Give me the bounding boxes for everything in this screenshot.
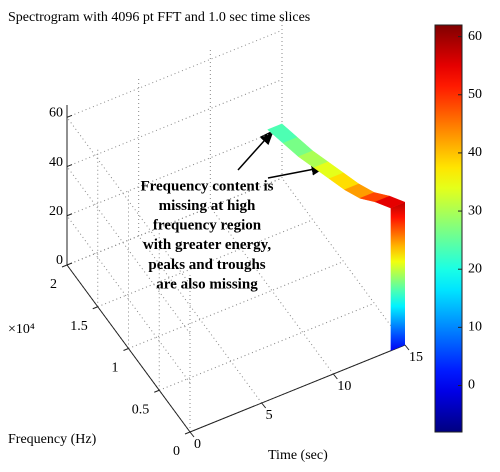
colorbar-tick-label: 20 xyxy=(468,261,482,276)
x-axis-label: Time (sec) xyxy=(268,448,328,463)
x-tick xyxy=(261,402,267,409)
x-tick xyxy=(332,373,338,380)
grid-line xyxy=(66,215,191,384)
y-axis-multiplier: ×10⁴ xyxy=(8,322,35,337)
grid-line xyxy=(66,166,191,334)
z-tick-label: 60 xyxy=(49,106,63,121)
grid-line xyxy=(66,79,283,168)
grid-line xyxy=(138,235,263,404)
y-axis-label: Frequency (Hz) xyxy=(8,432,97,447)
surface-wall xyxy=(390,202,405,351)
y-tick-label: 1 xyxy=(112,361,119,376)
colorbar-tick-label: 0 xyxy=(468,378,475,393)
chart-title: Spectrogram with 4096 pt FFT and 1.0 sec… xyxy=(8,10,310,25)
x-tick-label: 5 xyxy=(266,408,273,423)
z-tick-label: 20 xyxy=(49,204,63,219)
z-tick-label: 40 xyxy=(49,155,63,170)
annotation: are also missing xyxy=(156,276,258,292)
z-tick-label: 0 xyxy=(56,253,63,268)
surface-patch xyxy=(374,195,406,209)
z-tick xyxy=(66,114,73,118)
grid-line xyxy=(281,177,406,346)
y-tick-label: 0 xyxy=(173,444,180,459)
y-tick xyxy=(61,264,68,268)
annotation: missing at high xyxy=(159,198,256,214)
grid-line xyxy=(159,302,375,391)
y-tick xyxy=(92,306,98,310)
z-tick xyxy=(66,164,73,168)
x-tick-label: 0 xyxy=(194,437,201,452)
y-tick-label: 2 xyxy=(50,277,57,292)
grid-line xyxy=(66,117,191,285)
colorbar-tick-label: 40 xyxy=(468,145,482,160)
grid-line xyxy=(66,29,283,118)
x-tick xyxy=(189,431,195,438)
y-tick xyxy=(184,431,191,435)
x-tick xyxy=(404,344,410,351)
y-tick-label: 1.5 xyxy=(70,319,88,334)
y-tick-label: 0.5 xyxy=(132,402,150,417)
colorbar-tick-label: 10 xyxy=(468,320,482,335)
y-tick xyxy=(123,348,129,351)
colorbar-tick-label: 30 xyxy=(468,203,482,218)
annotation: peaks and troughs xyxy=(148,257,265,273)
annotation: frequency region xyxy=(153,218,262,234)
colorbar xyxy=(434,24,463,433)
grid-line xyxy=(128,261,344,349)
axis-line xyxy=(189,344,406,433)
annotation: with greater energy, xyxy=(143,237,271,253)
annotation: Frequency content is xyxy=(140,178,273,194)
grid-line xyxy=(209,206,334,375)
annotation-arrow xyxy=(237,129,275,171)
x-tick-label: 10 xyxy=(337,379,351,394)
colorbar-tick-label: 50 xyxy=(468,87,482,102)
z-tick xyxy=(66,262,73,266)
colorbar-tick-label: 60 xyxy=(468,29,482,44)
x-tick-label: 15 xyxy=(409,350,423,365)
z-tick xyxy=(66,213,73,217)
y-tick xyxy=(154,389,160,393)
